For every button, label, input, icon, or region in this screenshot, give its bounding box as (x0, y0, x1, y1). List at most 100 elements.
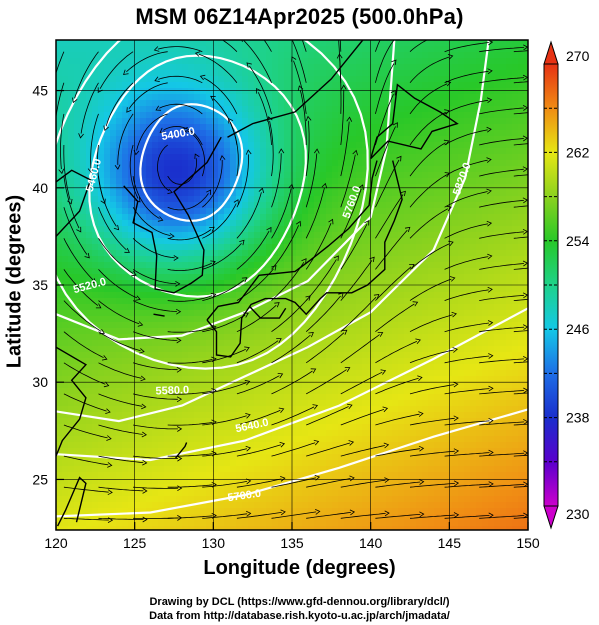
field-cell (200, 136, 207, 143)
field-cell (92, 340, 99, 347)
field-cell (398, 82, 405, 89)
field-cell (308, 352, 315, 359)
field-cell (140, 292, 147, 299)
field-cell (92, 298, 99, 305)
field-cell (128, 406, 135, 413)
field-cell (302, 400, 309, 407)
field-cell (56, 292, 63, 299)
field-cell (338, 52, 345, 59)
field-cell (110, 58, 117, 65)
field-cell (158, 448, 165, 455)
field-cell (344, 310, 351, 317)
field-cell (332, 46, 339, 53)
field-cell (248, 334, 255, 341)
field-cell (398, 340, 405, 347)
field-cell (272, 70, 279, 77)
field-cell (188, 400, 195, 407)
field-cell (74, 184, 81, 191)
field-cell (338, 340, 345, 347)
field-cell (302, 214, 309, 221)
field-cell (266, 268, 273, 275)
field-cell (116, 334, 123, 341)
field-cell (188, 526, 195, 530)
field-cell (392, 406, 399, 413)
field-cell (110, 76, 117, 83)
field-cell (116, 58, 123, 65)
field-cell (344, 148, 351, 155)
field-cell (164, 268, 171, 275)
field-cell (116, 478, 123, 485)
field-cell (200, 436, 207, 443)
field-cell (386, 172, 393, 179)
field-cell (392, 466, 399, 473)
field-cell (68, 244, 75, 251)
field-cell (284, 346, 291, 353)
field-cell (116, 256, 123, 263)
field-cell (110, 316, 117, 323)
field-cell (296, 442, 303, 449)
field-cell (356, 100, 363, 107)
field-cell (188, 442, 195, 449)
field-cell (356, 208, 363, 215)
field-cell (182, 196, 189, 203)
field-cell (176, 304, 183, 311)
field-cell (80, 334, 87, 341)
field-cell (380, 184, 387, 191)
field-cell (236, 484, 243, 491)
field-cell (134, 46, 141, 53)
field-cell (134, 472, 141, 479)
field-cell (302, 220, 309, 227)
field-cell (236, 226, 243, 233)
field-cell (254, 430, 261, 437)
field-cell (266, 160, 273, 167)
field-cell (98, 286, 105, 293)
field-cell (176, 274, 183, 281)
field-cell (74, 166, 81, 173)
field-cell (404, 100, 411, 107)
field-cell (98, 340, 105, 347)
field-cell (248, 382, 255, 389)
field-cell (236, 184, 243, 191)
field-cell (356, 154, 363, 161)
field-cell (122, 370, 129, 377)
field-cell (254, 466, 261, 473)
field-cell (104, 46, 111, 53)
field-cell (86, 346, 93, 353)
field-cell (398, 322, 405, 329)
field-cell (260, 388, 267, 395)
field-cell (224, 292, 231, 299)
field-cell (86, 226, 93, 233)
field-cell (416, 52, 423, 59)
field-cell (332, 460, 339, 467)
field-cell (242, 232, 249, 239)
field-cell (410, 52, 417, 59)
field-cell (368, 196, 375, 203)
field-cell (98, 280, 105, 287)
field-cell (236, 46, 243, 53)
field-cell (344, 172, 351, 179)
field-cell (146, 310, 153, 317)
field-cell (98, 472, 105, 479)
field-cell (110, 274, 117, 281)
field-cell (272, 124, 279, 131)
field-cell (98, 358, 105, 365)
field-cell (368, 322, 375, 329)
field-cell (314, 526, 321, 530)
field-cell (236, 424, 243, 431)
field-cell (416, 58, 423, 65)
field-cell (368, 352, 375, 359)
field-cell (56, 472, 63, 479)
field-cell (56, 442, 63, 449)
field-cell (158, 238, 165, 245)
field-cell (356, 526, 363, 530)
field-cell (128, 484, 135, 491)
field-cell (164, 94, 171, 101)
field-cell (278, 322, 285, 329)
field-cell (260, 136, 267, 143)
field-cell (86, 238, 93, 245)
field-cell (146, 298, 153, 305)
field-cell (170, 334, 177, 341)
field-cell (380, 226, 387, 233)
field-cell (152, 136, 159, 143)
field-cell (338, 514, 345, 521)
